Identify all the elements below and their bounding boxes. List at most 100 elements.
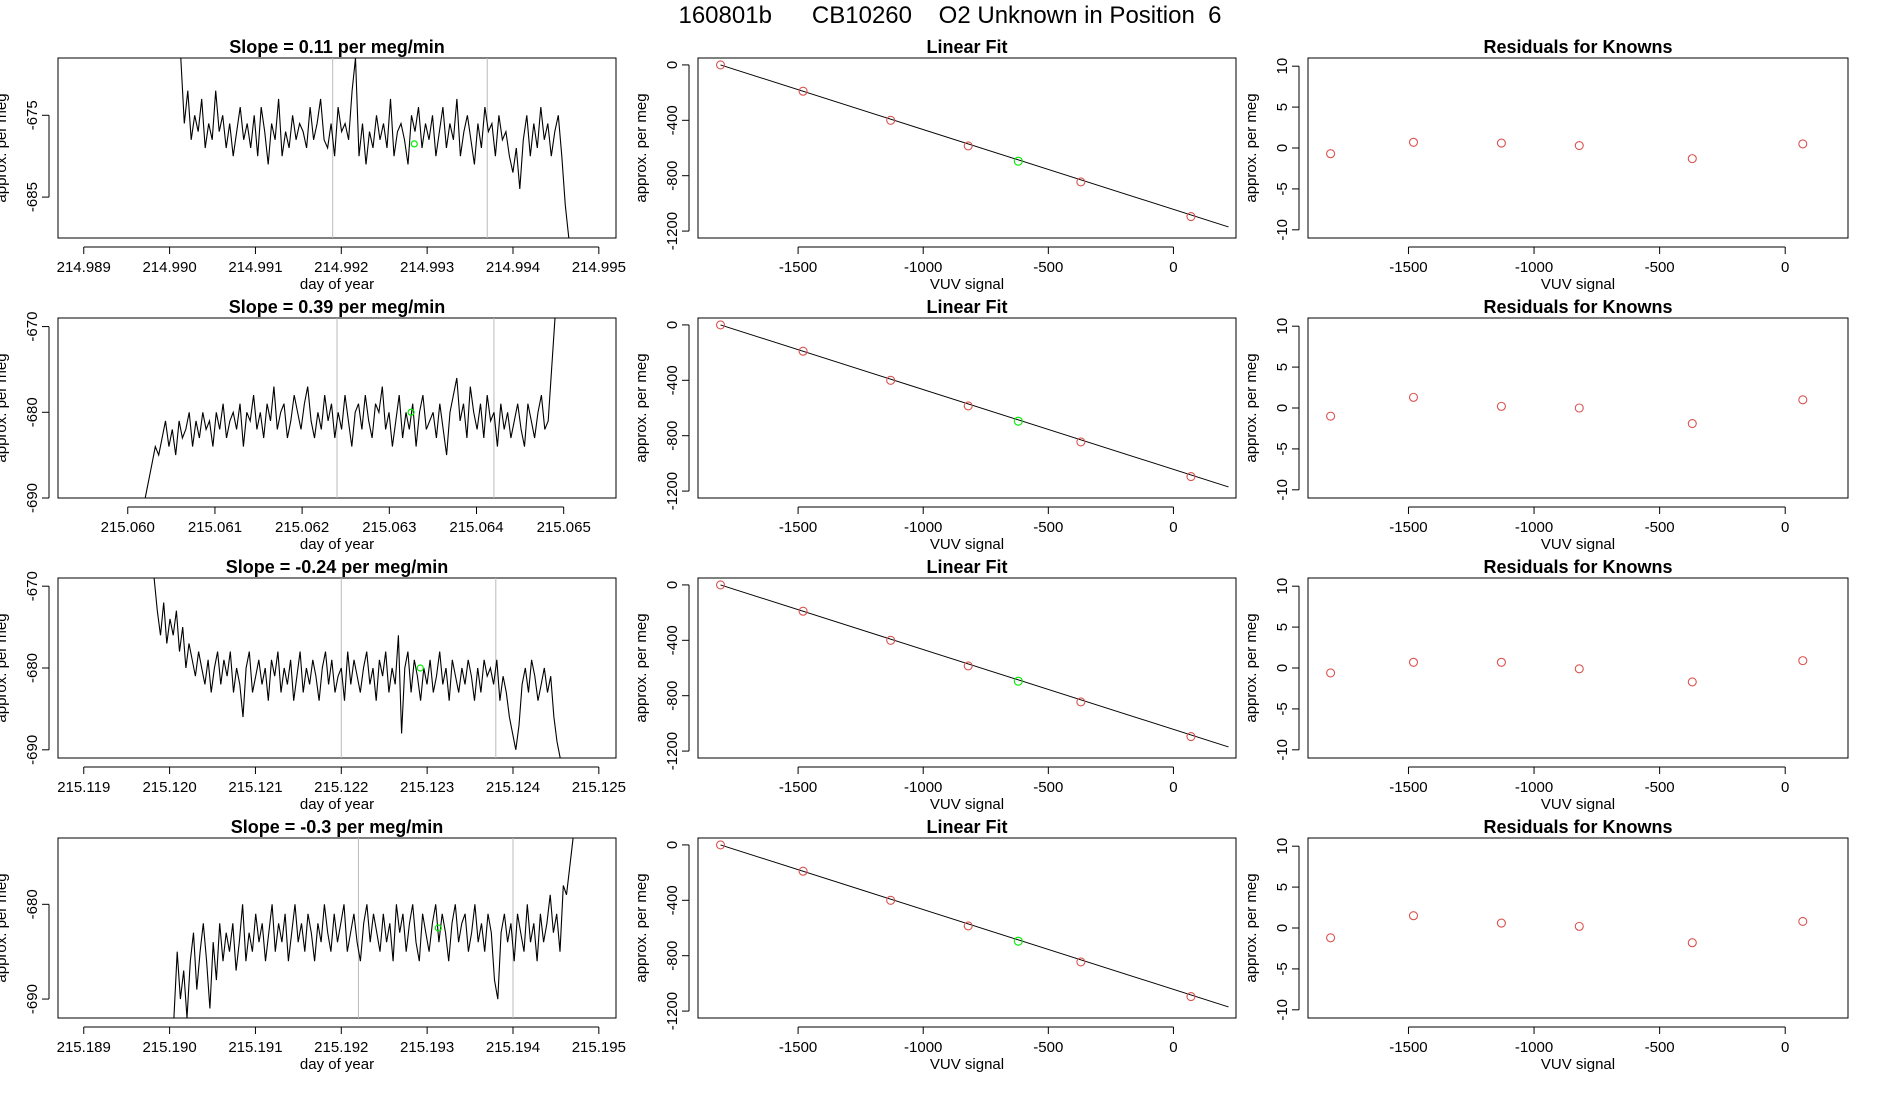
y-tick-label: -800 [664,681,681,711]
x-tick-label: 215.189 [57,1039,111,1056]
x-tick-label: -500 [1033,1039,1063,1056]
y-tick-label: -1200 [664,992,681,1030]
known-point [1186,211,1196,222]
panel-3-2: Linear Fit -1500 -1000 -500 0 VUV signal 0 -400… [633,557,1237,813]
plot-frame [1307,577,1849,759]
known-point [886,635,896,645]
y-axis-label: approx. per meg [1243,613,1260,722]
x-tick-label: 215.119 [57,779,110,796]
page-title: 160801b CB10260 O2 Unknown in Position 6 [678,2,1222,29]
x-tick-label: 214.991 [228,259,282,276]
known-point [715,580,726,590]
panel-1-2: Linear Fit -1500 -1000 -500 0 VUV signal 0 -400… [633,37,1237,293]
x-tick-label: 214.994 [486,259,540,276]
y-axis-label: approx. per meg [633,873,650,982]
known-point [1408,137,1419,147]
x-tick-label: 215.122 [314,779,368,796]
known-point [1496,657,1506,667]
plot-frame [57,837,617,1019]
known-point [963,921,973,931]
y-axis-label: approx. per meg [0,873,10,982]
panel-title: Linear Fit [926,37,1007,57]
y-tick-label: -800 [664,941,681,971]
x-tick-label: -1000 [1515,259,1553,276]
fit-line [720,844,1229,1008]
plot-frame [697,577,1237,759]
known-point [1076,437,1086,447]
panel-title: Residuals for Knowns [1483,297,1672,317]
known-point [963,401,973,411]
y-tick-label: 5 [1274,623,1291,631]
y-axis-label: approx. per meg [1243,873,1260,982]
y-tick-label: -800 [664,421,681,451]
panel-title: Slope = 0.11 per meg/min [229,37,445,57]
y-axis-label: approx. per meg [633,93,650,202]
unknown-point [1013,676,1023,686]
x-tick-label: 215.064 [449,519,503,536]
x-tick-label: 214.992 [314,259,368,276]
y-tick-label: -400 [664,365,681,395]
x-tick-label: 215.121 [228,779,282,796]
x-tick-label: -500 [1033,259,1063,276]
x-tick-label: -1500 [779,1039,817,1056]
y-tick-label: -400 [664,105,681,135]
x-tick-label: 215.194 [486,1039,540,1056]
panel-title: Residuals for Knowns [1483,817,1672,837]
x-tick-label: -500 [1645,259,1675,276]
y-tick-label: 0 [1274,924,1291,932]
panel-2-2: Linear Fit -1500 -1000 -500 0 VUV signal 0 -400… [633,297,1237,553]
known-point [1408,911,1419,921]
panel-title: Residuals for Knowns [1483,37,1672,57]
x-tick-label: 0 [1781,1039,1789,1056]
y-tick-label: -670 [24,312,41,342]
known-point [798,606,808,616]
unknown-point [1013,156,1023,166]
known-point [1326,933,1336,943]
x-tick-label: -1500 [779,519,817,536]
y-tick-label: 0 [664,841,681,849]
x-axis-label: day of year [300,1056,374,1073]
panel-4-1: Slope = -0.3 per meg/min 215.189 215.190 21… [0,817,626,1073]
x-tick-label: -1000 [904,259,942,276]
known-point [1076,697,1086,707]
known-point [1408,392,1419,402]
known-point [1496,918,1506,928]
x-tick-label: 0 [1169,1039,1177,1056]
y-tick-label: -5 [1274,702,1291,715]
panel-2-3: Residuals for Knowns -1500 -1000 -500 0 VUV s… [1243,297,1849,553]
known-point [1186,731,1196,742]
y-tick-label: 10 [1274,318,1291,335]
x-axis-label: day of year [300,536,374,553]
x-tick-label: 215.060 [101,519,155,536]
y-tick-label: 10 [1274,578,1291,595]
x-tick-label: 0 [1781,779,1789,796]
x-tick-label: -1000 [1515,519,1553,536]
known-point [1496,401,1506,411]
y-tick-label: 0 [664,581,681,589]
known-point [1687,418,1697,429]
x-axis-label: VUV signal [1541,796,1615,813]
known-point [798,866,808,876]
y-tick-label: 0 [1274,144,1291,152]
x-tick-label: 0 [1169,259,1177,276]
x-tick-label: 215.192 [314,1039,368,1056]
fit-line [720,584,1229,748]
panel-2-1: Slope = 0.39 per meg/min 215.060 215.061 21… [0,297,617,553]
known-point [1574,921,1584,931]
y-tick-label: -675 [24,100,41,130]
known-point [1798,139,1808,149]
x-axis-label: day of year [300,796,374,813]
y-tick-label: 5 [1274,363,1291,371]
known-point [1076,177,1086,187]
panel-title: Linear Fit [926,817,1007,837]
y-tick-label: -680 [24,889,41,919]
unknown-point [1013,416,1023,426]
panel-4-3: Residuals for Knowns -1500 -1000 -500 0 VUV s… [1243,817,1849,1073]
x-tick-label: -500 [1033,779,1063,796]
series-line [173,837,574,1019]
x-axis-label: day of year [300,276,374,293]
x-tick-label: 215.190 [142,1039,196,1056]
x-tick-label: 214.993 [400,259,454,276]
x-tick-label: -1500 [1389,1039,1427,1056]
